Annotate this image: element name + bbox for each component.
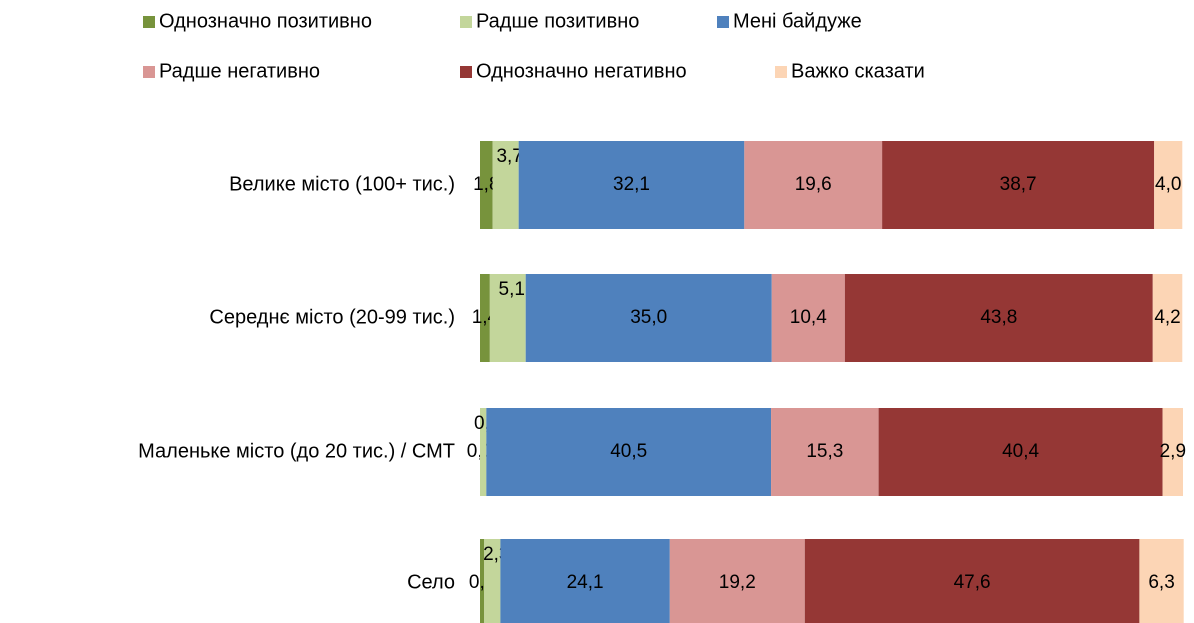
data-label: 5,1 xyxy=(499,279,525,300)
data-label: 19,6 xyxy=(795,174,832,195)
legend-swatch xyxy=(460,16,472,28)
data-label: 3,7 xyxy=(496,146,522,167)
legend-swatch xyxy=(460,66,472,78)
data-label: 47,6 xyxy=(954,572,991,593)
bar-segment xyxy=(480,408,487,496)
legend-label: Радше позитивно xyxy=(476,10,639,32)
category-label: Велике місто (100+ тис.) xyxy=(229,173,455,195)
legend-swatch xyxy=(143,16,155,28)
data-label: 24,1 xyxy=(567,572,604,593)
bar-segment xyxy=(492,141,519,229)
legend-swatch xyxy=(775,66,787,78)
bar-segment xyxy=(1152,274,1183,362)
bar-segment xyxy=(480,539,485,623)
bar-segment xyxy=(489,274,526,362)
data-label: 40,5 xyxy=(610,441,647,462)
bar-segment xyxy=(1139,539,1184,623)
data-label: 4,2 xyxy=(1154,307,1180,328)
category-label: Маленьке місто (до 20 тис.) / СМТ xyxy=(138,440,455,462)
category-label: Середнє місто (20-99 тис.) xyxy=(209,306,455,328)
legend-label: Мені байдуже xyxy=(733,10,862,32)
data-label: 35,0 xyxy=(630,307,667,328)
bar-segment xyxy=(1162,408,1183,496)
bar-segment xyxy=(486,408,772,496)
data-label: 38,7 xyxy=(1000,174,1037,195)
legend-label: Однозначно позитивно xyxy=(159,10,372,32)
bar-segment xyxy=(480,141,493,229)
bar-segment xyxy=(500,539,670,623)
category-label: Село xyxy=(407,571,455,593)
bar-segment xyxy=(804,539,1140,623)
bar-segment xyxy=(744,141,883,229)
data-label: 43,8 xyxy=(980,307,1017,328)
data-label: 2,9 xyxy=(1160,441,1186,462)
legend-label: Радше негативно xyxy=(159,60,320,82)
data-label: 10,4 xyxy=(790,307,827,328)
data-label: 15,3 xyxy=(806,441,843,462)
bar-segment xyxy=(518,141,745,229)
bar-segment xyxy=(1154,141,1183,229)
bar-segment xyxy=(878,408,1163,496)
bar-segment xyxy=(882,141,1155,229)
data-label: 6,3 xyxy=(1148,572,1174,593)
data-label: 40,4 xyxy=(1002,441,1039,462)
bar-segment xyxy=(771,274,845,362)
legend-label: Однозначно негативно xyxy=(476,60,687,82)
bar-segment xyxy=(480,274,490,362)
data-label: 32,1 xyxy=(613,174,650,195)
bar-segment xyxy=(669,539,805,623)
legend-swatch xyxy=(717,16,729,28)
bar-segment xyxy=(844,274,1153,362)
bar-segment xyxy=(484,539,501,623)
legend-swatch xyxy=(143,66,155,78)
data-label: 4,0 xyxy=(1155,174,1181,195)
bar-segment xyxy=(525,274,772,362)
legend-label: Важко сказати xyxy=(791,60,925,82)
data-label: 19,2 xyxy=(719,572,756,593)
bar-segment xyxy=(771,408,879,496)
